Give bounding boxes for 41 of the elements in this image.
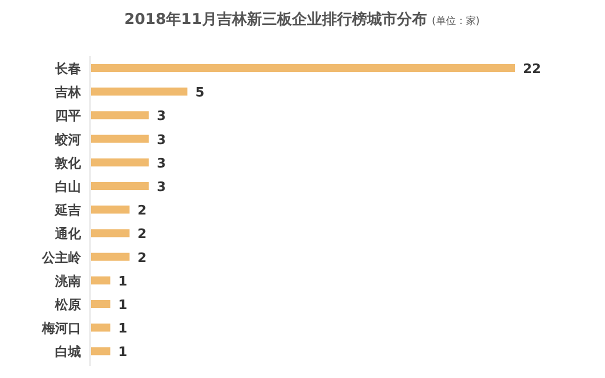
y-tick-label: 通化 (54, 226, 82, 242)
bar (91, 158, 149, 166)
data-label: 22 (523, 62, 542, 77)
bar (91, 206, 130, 214)
y-tick-label: 白城 (55, 345, 81, 360)
data-label: 3 (156, 132, 166, 148)
y-tick-label: 长春 (54, 62, 81, 77)
y-tick-label: 四平 (55, 109, 81, 124)
data-label: 1 (118, 298, 128, 313)
bar (91, 229, 130, 238)
y-tick-label: 松原 (54, 298, 81, 313)
data-label: 3 (156, 156, 166, 172)
bar (91, 111, 149, 120)
y-tick-label: 公主岭 (41, 250, 82, 266)
bar (91, 64, 515, 72)
bar (91, 134, 149, 143)
y-tick-label: 延吉 (54, 204, 81, 219)
data-label: 2 (138, 227, 147, 242)
y-tick-label: 敦化 (54, 155, 82, 172)
bar (91, 276, 110, 284)
chart-subtitle: (单位：家) (432, 15, 480, 27)
bar (91, 182, 149, 190)
bar (91, 88, 188, 96)
y-tick-label: 蛟河 (54, 132, 81, 148)
data-label: 1 (118, 274, 128, 290)
bar (91, 252, 130, 261)
chart-title: 2018年11月吉林新三板企业排行榜城市分布 (124, 10, 427, 28)
data-label: 5 (195, 86, 204, 101)
data-label: 1 (118, 345, 128, 360)
bar (91, 300, 110, 308)
data-label: 2 (138, 250, 147, 266)
data-label: 1 (118, 322, 128, 337)
data-label: 3 (156, 109, 166, 124)
y-tick-label: 梅河口 (41, 322, 81, 337)
data-label: 3 (156, 180, 166, 195)
data-label: 2 (138, 204, 147, 219)
y-tick-label: 吉林 (54, 86, 82, 101)
y-tick-label: 白山 (55, 180, 81, 195)
y-tick-label: 洮南 (54, 274, 81, 290)
bar (91, 324, 110, 332)
bar (91, 347, 110, 356)
